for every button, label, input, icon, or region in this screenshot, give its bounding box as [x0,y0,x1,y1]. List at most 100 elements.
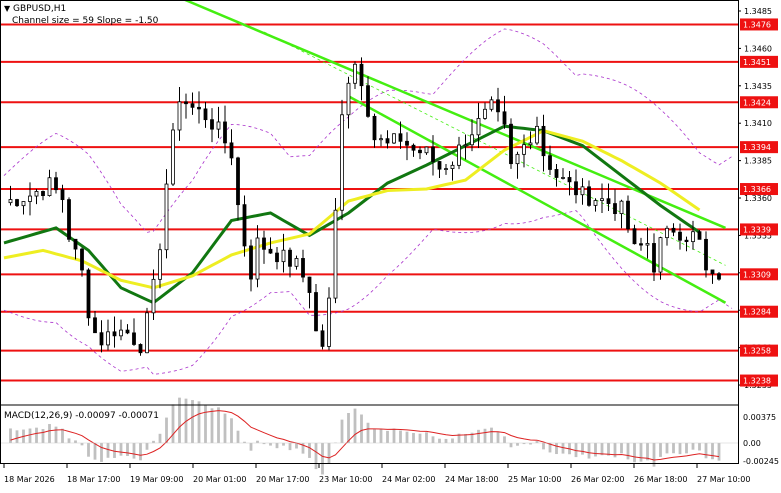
candle-body [366,85,370,117]
macd-histogram-bar [405,431,409,443]
macd-histogram-bar [646,443,649,461]
candle-body [15,199,19,207]
time-tick-label: 24 Mar 02:00 [382,475,435,484]
candle-body [236,157,240,206]
level-tag [740,18,778,31]
macd-histogram-bar [67,438,71,443]
macd-histogram-bar [373,429,376,443]
candle-body [99,332,104,346]
candle-body [177,101,182,131]
candle-body [613,203,617,215]
macd-histogram-bar [717,443,721,461]
candle-body [184,101,188,105]
macd-histogram-bar [672,443,675,454]
price-tick-label: 1.3435 [744,82,772,91]
level-tag-label: 1.3238 [743,377,771,386]
time-tick-label: 27 Mar 10:00 [697,475,750,484]
macd-histogram-bar [620,443,623,454]
macd-histogram-bar [665,443,669,454]
macd-histogram-bar [41,429,45,443]
candle-body [242,204,247,247]
plot-frame [0,0,739,464]
candle-body [93,317,97,334]
candle-body [112,331,117,337]
macd-histogram-bar [204,404,207,443]
macd-histogram-bar [678,443,682,455]
candle-body [398,133,403,142]
macd-histogram-bar [191,400,194,443]
dropdown-triangle-icon[interactable]: ▼ [4,4,11,13]
macd-histogram-bar [230,418,233,443]
candle-body [444,168,448,170]
macd-histogram-bar [704,443,708,459]
price-tick-label: 1.3485 [744,7,772,16]
candle-body [138,344,143,354]
candle-body [645,243,650,246]
candle-body [340,114,344,211]
level-tag [740,55,778,68]
macd-histogram-bar [470,432,474,443]
level-tag [740,268,778,281]
price-tick-label: 1.3360 [744,194,772,203]
candle-body [223,121,227,144]
macd-signal-line [10,410,720,461]
candle-body [626,200,630,230]
channel-lower-line [347,95,727,304]
level-tag [740,374,778,387]
macd-histogram-bar [425,432,428,443]
macd-histogram-bar [626,443,630,460]
candle-body [249,245,253,280]
macd-histogram-bar [698,443,701,451]
level-tag [740,305,778,318]
candle-body [281,249,286,263]
macd-histogram-bar [308,443,311,458]
candle-body [489,99,494,110]
moving-average-fast [3,124,701,305]
macd-histogram-bar [353,408,357,443]
macd-histogram-bar [236,430,240,443]
candle-body [275,252,279,263]
macd-histogram-bar [490,427,493,443]
macd-histogram-bar [386,430,389,443]
candle-body [203,108,208,121]
macd-histogram-bar [54,426,58,443]
macd-histogram-bar [587,443,591,459]
macd-histogram-bar [275,443,279,449]
macd-histogram-bar [418,433,422,443]
candle-body [314,292,318,332]
macd-histogram-bar [639,443,643,462]
macd-histogram-bar [74,440,77,443]
macd-histogram-bar [522,443,526,445]
candle-body [262,237,266,250]
candle-body [665,227,669,239]
candle-body [697,231,702,240]
macd-histogram-bar [691,443,695,450]
candle-body [60,189,65,201]
candle-body [548,155,552,170]
time-tick-label: 23 Mar 10:00 [319,475,372,484]
macd-histogram-bar [301,443,305,454]
candle-body [255,237,260,280]
macd-histogram-bar [600,443,604,456]
macd-histogram-bar [548,443,552,453]
macd-histogram-bar [321,443,324,475]
macd-histogram-bar [126,443,129,457]
candle-body [691,231,695,243]
candle-body [268,248,273,254]
time-tick-label: 26 Mar 02:00 [571,475,624,484]
candle-body [73,238,78,250]
candle-body [34,191,39,197]
level-tag-label: 1.3339 [743,225,771,234]
macd-histogram-bar [581,443,584,455]
price-tick-label: 1.3385 [744,157,772,166]
macd-histogram-bar [529,443,532,445]
level-tag [740,183,778,196]
candle-body [171,129,175,185]
candle-body [476,118,481,136]
candle-body [197,106,201,110]
candle-body [658,237,663,273]
macd-histogram-bar [48,424,51,443]
macd-histogram-bar [210,408,214,443]
macd-histogram-bar [35,427,38,443]
